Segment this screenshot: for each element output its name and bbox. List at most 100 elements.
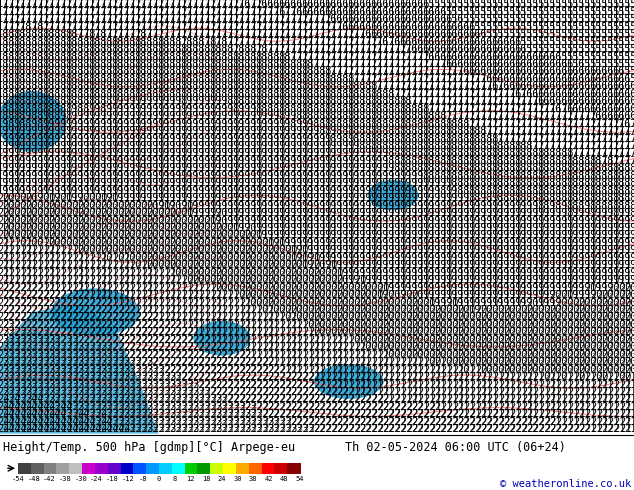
- Text: 16: 16: [423, 7, 436, 17]
- Text: 18: 18: [107, 59, 119, 69]
- Text: 17: 17: [475, 119, 488, 129]
- Text: 20: 20: [607, 283, 620, 293]
- Text: 21: 21: [492, 394, 505, 404]
- Text: 17: 17: [124, 7, 136, 17]
- Text: 17: 17: [521, 96, 533, 106]
- Text: 20: 20: [227, 283, 240, 293]
- Text: 19: 19: [400, 253, 413, 263]
- Text: 19: 19: [452, 260, 464, 270]
- Text: 22: 22: [55, 297, 67, 308]
- Text: 23: 23: [32, 335, 44, 345]
- Text: 21: 21: [578, 402, 591, 412]
- Text: 20: 20: [227, 230, 240, 241]
- Text: 17: 17: [481, 119, 493, 129]
- Text: 21: 21: [458, 372, 470, 382]
- Text: 18: 18: [296, 104, 309, 114]
- Text: 18: 18: [446, 148, 458, 158]
- Text: 17: 17: [498, 104, 510, 114]
- Text: 20: 20: [365, 320, 378, 330]
- Text: 19: 19: [239, 186, 251, 196]
- Text: 16: 16: [268, 0, 280, 9]
- Text: 16: 16: [550, 74, 562, 84]
- Text: 17: 17: [555, 141, 568, 151]
- Bar: [44, 463, 57, 474]
- Text: 16: 16: [509, 81, 522, 91]
- Text: 19: 19: [204, 141, 217, 151]
- Text: 18: 18: [14, 44, 27, 54]
- Text: 22: 22: [89, 297, 101, 308]
- Text: 16: 16: [342, 7, 355, 17]
- Text: 19: 19: [239, 178, 251, 188]
- Text: 19: 19: [152, 156, 165, 166]
- Text: 18: 18: [83, 67, 96, 76]
- Text: 19: 19: [434, 193, 447, 203]
- Text: 17: 17: [290, 14, 303, 24]
- Text: 18: 18: [49, 104, 61, 114]
- Text: 23: 23: [181, 380, 194, 390]
- Text: 22: 22: [141, 313, 153, 322]
- Text: 19: 19: [544, 245, 557, 255]
- Text: 22: 22: [118, 343, 131, 352]
- Text: 19: 19: [187, 163, 200, 173]
- Text: 19: 19: [446, 208, 458, 218]
- Text: 18: 18: [164, 89, 176, 99]
- Text: 15: 15: [521, 22, 533, 32]
- Text: 19: 19: [458, 290, 470, 300]
- Text: 21: 21: [348, 380, 361, 390]
- Text: 21: 21: [198, 305, 211, 315]
- Text: 19: 19: [210, 141, 223, 151]
- Text: 18: 18: [273, 67, 286, 76]
- Text: 19: 19: [538, 216, 551, 225]
- Text: 19: 19: [49, 119, 61, 129]
- Text: 21: 21: [619, 410, 631, 419]
- Text: 19: 19: [187, 148, 200, 158]
- Text: 15: 15: [578, 37, 591, 47]
- Text: 22: 22: [314, 380, 326, 390]
- Text: 22: 22: [273, 387, 286, 397]
- Text: 16: 16: [492, 59, 505, 69]
- Text: 20: 20: [555, 350, 568, 360]
- Text: 19: 19: [578, 238, 591, 248]
- Text: 18: 18: [60, 89, 73, 99]
- Text: 19: 19: [83, 126, 96, 136]
- Text: 19: 19: [290, 178, 303, 188]
- Text: 19: 19: [308, 193, 320, 203]
- Text: 18: 18: [124, 51, 136, 62]
- Text: 17: 17: [585, 141, 597, 151]
- Text: 19: 19: [342, 200, 355, 211]
- Text: 20: 20: [538, 335, 551, 345]
- Text: 19: 19: [434, 200, 447, 211]
- Text: 16: 16: [521, 67, 533, 76]
- Text: 19: 19: [365, 200, 378, 211]
- Text: 24: 24: [60, 417, 73, 427]
- Text: 20: 20: [152, 223, 165, 233]
- Text: 17: 17: [314, 44, 326, 54]
- Text: 19: 19: [406, 186, 418, 196]
- Text: 19: 19: [204, 104, 217, 114]
- Text: 18: 18: [458, 156, 470, 166]
- Text: 15: 15: [550, 44, 562, 54]
- Text: 19: 19: [613, 216, 626, 225]
- Text: 20: 20: [72, 200, 84, 211]
- Text: 22: 22: [417, 424, 430, 434]
- Text: 15: 15: [561, 14, 574, 24]
- Text: 23: 23: [0, 343, 10, 352]
- Text: 19: 19: [112, 186, 125, 196]
- Text: 21: 21: [515, 410, 527, 419]
- Text: 22: 22: [302, 410, 314, 419]
- Text: 20: 20: [221, 268, 234, 278]
- Text: 23: 23: [95, 402, 107, 412]
- Text: 20: 20: [245, 268, 257, 278]
- Text: 18: 18: [308, 119, 320, 129]
- Text: 22: 22: [221, 365, 234, 375]
- Text: 20: 20: [383, 335, 395, 345]
- Text: 17: 17: [509, 134, 522, 144]
- Text: 21: 21: [521, 417, 533, 427]
- Text: 22: 22: [170, 320, 182, 330]
- Text: 23: 23: [141, 365, 153, 375]
- Text: 22: 22: [198, 335, 211, 345]
- Text: 17: 17: [619, 148, 631, 158]
- Text: 18: 18: [498, 148, 510, 158]
- Text: 18: 18: [285, 67, 297, 76]
- Text: 20: 20: [406, 297, 418, 308]
